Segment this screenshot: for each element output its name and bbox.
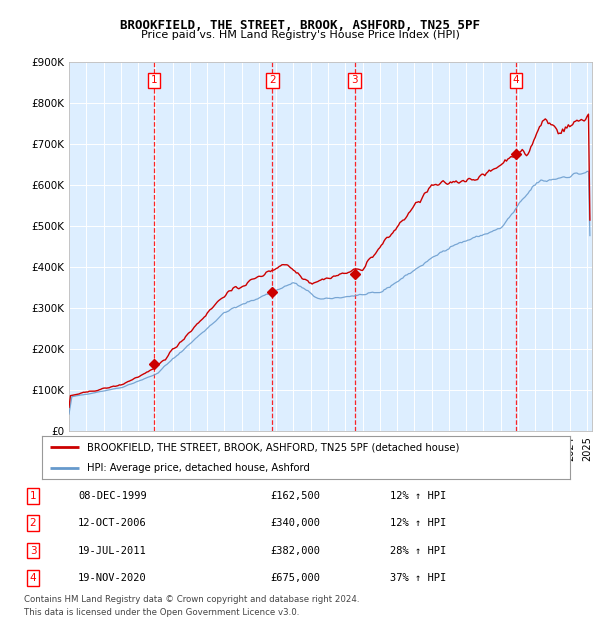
Text: BROOKFIELD, THE STREET, BROOK, ASHFORD, TN25 5PF (detached house): BROOKFIELD, THE STREET, BROOK, ASHFORD, … xyxy=(87,443,459,453)
Text: 19-JUL-2011: 19-JUL-2011 xyxy=(78,546,147,556)
Text: Price paid vs. HM Land Registry's House Price Index (HPI): Price paid vs. HM Land Registry's House … xyxy=(140,30,460,40)
Text: £162,500: £162,500 xyxy=(270,491,320,501)
Text: 2: 2 xyxy=(29,518,37,528)
Text: 12-OCT-2006: 12-OCT-2006 xyxy=(78,518,147,528)
Text: 08-DEC-1999: 08-DEC-1999 xyxy=(78,491,147,501)
Text: £675,000: £675,000 xyxy=(270,573,320,583)
Text: 28% ↑ HPI: 28% ↑ HPI xyxy=(390,546,446,556)
Text: 37% ↑ HPI: 37% ↑ HPI xyxy=(390,573,446,583)
Text: This data is licensed under the Open Government Licence v3.0.: This data is licensed under the Open Gov… xyxy=(24,608,299,618)
Text: 3: 3 xyxy=(29,546,37,556)
Text: £340,000: £340,000 xyxy=(270,518,320,528)
Text: 2: 2 xyxy=(269,76,276,86)
Text: HPI: Average price, detached house, Ashford: HPI: Average price, detached house, Ashf… xyxy=(87,463,310,472)
Text: 12% ↑ HPI: 12% ↑ HPI xyxy=(390,518,446,528)
Text: 4: 4 xyxy=(512,76,519,86)
Text: £382,000: £382,000 xyxy=(270,546,320,556)
Text: 4: 4 xyxy=(29,573,37,583)
Text: 12% ↑ HPI: 12% ↑ HPI xyxy=(390,491,446,501)
Text: 1: 1 xyxy=(151,76,157,86)
Text: BROOKFIELD, THE STREET, BROOK, ASHFORD, TN25 5PF: BROOKFIELD, THE STREET, BROOK, ASHFORD, … xyxy=(120,19,480,32)
Text: 19-NOV-2020: 19-NOV-2020 xyxy=(78,573,147,583)
Text: 3: 3 xyxy=(351,76,358,86)
Text: Contains HM Land Registry data © Crown copyright and database right 2024.: Contains HM Land Registry data © Crown c… xyxy=(24,595,359,604)
Text: 1: 1 xyxy=(29,491,37,501)
